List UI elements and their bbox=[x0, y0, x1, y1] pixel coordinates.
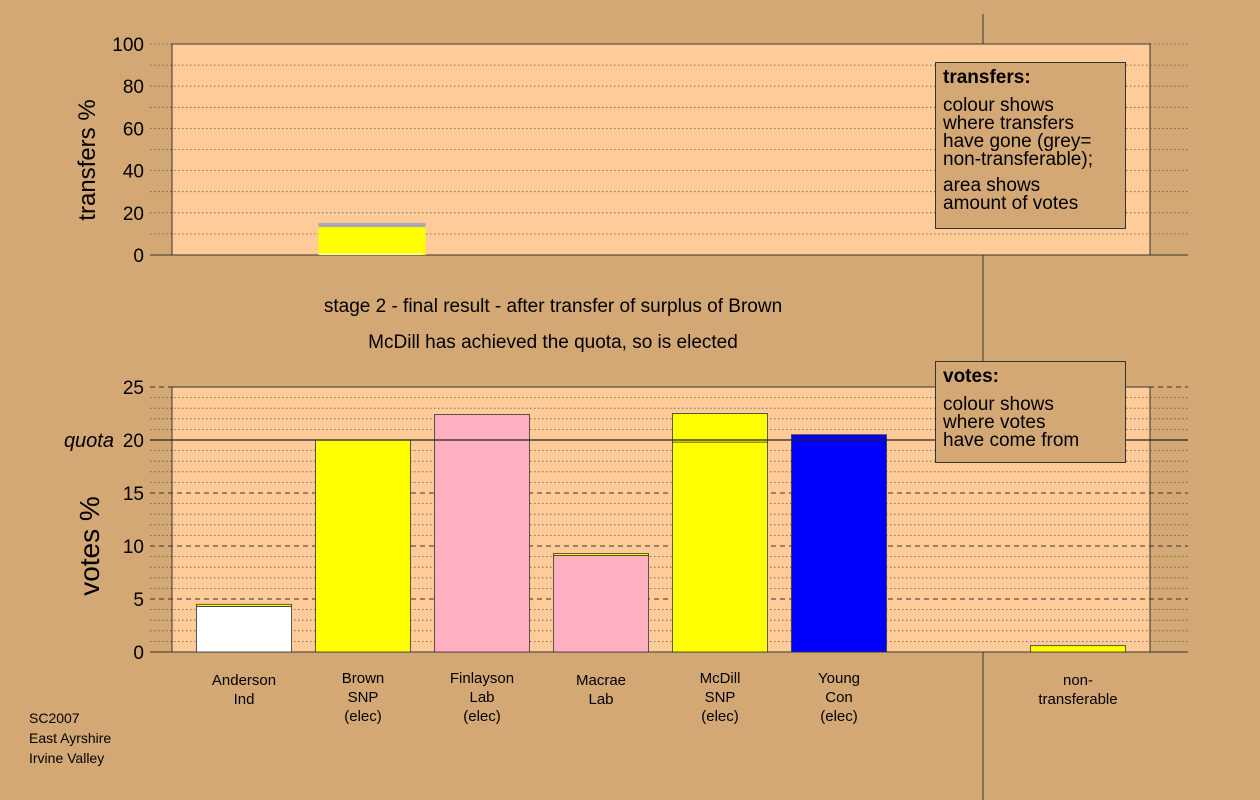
vote-bar-segment bbox=[672, 413, 768, 443]
stage-caption: stage 2 - final result - after transfer … bbox=[323, 296, 783, 317]
candidate-name-label: McDill bbox=[700, 670, 741, 687]
transfers-tick-label: 0 bbox=[133, 246, 144, 267]
votes-legend-line: have come from bbox=[943, 430, 1080, 451]
vote-bar-segment bbox=[434, 414, 530, 653]
transfers-legend-title: transfers: bbox=[943, 67, 1031, 88]
votes-legend-line: colour shows bbox=[943, 394, 1054, 415]
transfers-legend: transfers: colour shows where transfers … bbox=[935, 62, 1126, 229]
transfers-axis-label: transfers % bbox=[74, 99, 101, 220]
votes-tick-label: 25 bbox=[123, 378, 144, 399]
candidate-party-label: SNP bbox=[705, 689, 736, 706]
candidate-elected-label: (elec) bbox=[463, 708, 501, 725]
transfer-bar-segment bbox=[318, 227, 426, 255]
candidate-party-label: Con bbox=[825, 689, 853, 706]
candidate-elected-label: (elec) bbox=[701, 708, 739, 725]
transfers-legend-line: have gone (grey= bbox=[943, 131, 1092, 152]
candidate-name-label: Young bbox=[818, 670, 860, 687]
vote-bar-segment bbox=[791, 434, 887, 653]
vote-bar-segment bbox=[553, 553, 649, 556]
transfers-tick-label: 100 bbox=[112, 35, 144, 56]
candidate-name-label: Brown bbox=[342, 670, 385, 687]
transfers-tick-label: 80 bbox=[123, 77, 144, 98]
votes-tick-label: 20 bbox=[123, 431, 144, 452]
candidate-party-label: Lab bbox=[469, 689, 494, 706]
vote-bar-segment bbox=[553, 555, 649, 653]
source-line: SC2007 bbox=[29, 710, 80, 726]
candidate-name-label: Anderson bbox=[212, 672, 276, 689]
quota-label: quota bbox=[64, 430, 114, 452]
votes-tick-label: 5 bbox=[133, 590, 144, 611]
transfers-legend-line: non-transferable); bbox=[943, 149, 1093, 170]
source-line: Irvine Valley bbox=[29, 750, 105, 766]
status-caption: McDill has achieved the quota, so is ele… bbox=[368, 332, 738, 353]
transfers-tick-label: 20 bbox=[123, 204, 144, 225]
source-info: SC2007 East Ayrshire Irvine Valley bbox=[29, 708, 111, 768]
votes-tick-label: 10 bbox=[123, 537, 144, 558]
transfers-tick-label: 60 bbox=[123, 119, 144, 140]
transfers-legend-line: colour shows bbox=[943, 95, 1054, 116]
transfers-legend-line: area shows bbox=[943, 175, 1041, 196]
vote-bar-segment bbox=[672, 441, 768, 653]
transfers-tick-label: 40 bbox=[123, 162, 144, 183]
votes-axis-label: votes % bbox=[74, 496, 105, 596]
non-transferable-label: non- bbox=[1063, 672, 1093, 689]
candidate-name-label: Macrae bbox=[576, 672, 626, 689]
vote-bar-segment bbox=[196, 606, 292, 653]
vote-bar-segment bbox=[315, 439, 411, 653]
candidate-elected-label: (elec) bbox=[820, 708, 858, 725]
vote-bar-segment bbox=[196, 603, 292, 607]
candidate-party-label: SNP bbox=[348, 689, 379, 706]
non-transferable-bar bbox=[1030, 645, 1126, 653]
votes-tick-label: 0 bbox=[133, 643, 144, 664]
candidate-name-label: Finlayson bbox=[450, 670, 514, 687]
candidate-elected-label: (elec) bbox=[344, 708, 382, 725]
transfers-legend-line: where transfers bbox=[943, 113, 1074, 134]
votes-legend-line: where votes bbox=[943, 412, 1046, 433]
votes-tick-label: 15 bbox=[123, 484, 144, 505]
votes-legend: votes: colour shows where votes have com… bbox=[935, 361, 1126, 463]
candidate-party-label: Ind bbox=[234, 691, 255, 708]
transfers-legend-line: amount of votes bbox=[943, 193, 1079, 214]
candidate-party-label: Lab bbox=[588, 691, 613, 708]
votes-legend-title: votes: bbox=[943, 366, 999, 387]
non-transferable-label: transferable bbox=[1038, 691, 1117, 708]
transfer-bar-segment bbox=[318, 222, 426, 228]
source-line: East Ayrshire bbox=[29, 730, 112, 746]
